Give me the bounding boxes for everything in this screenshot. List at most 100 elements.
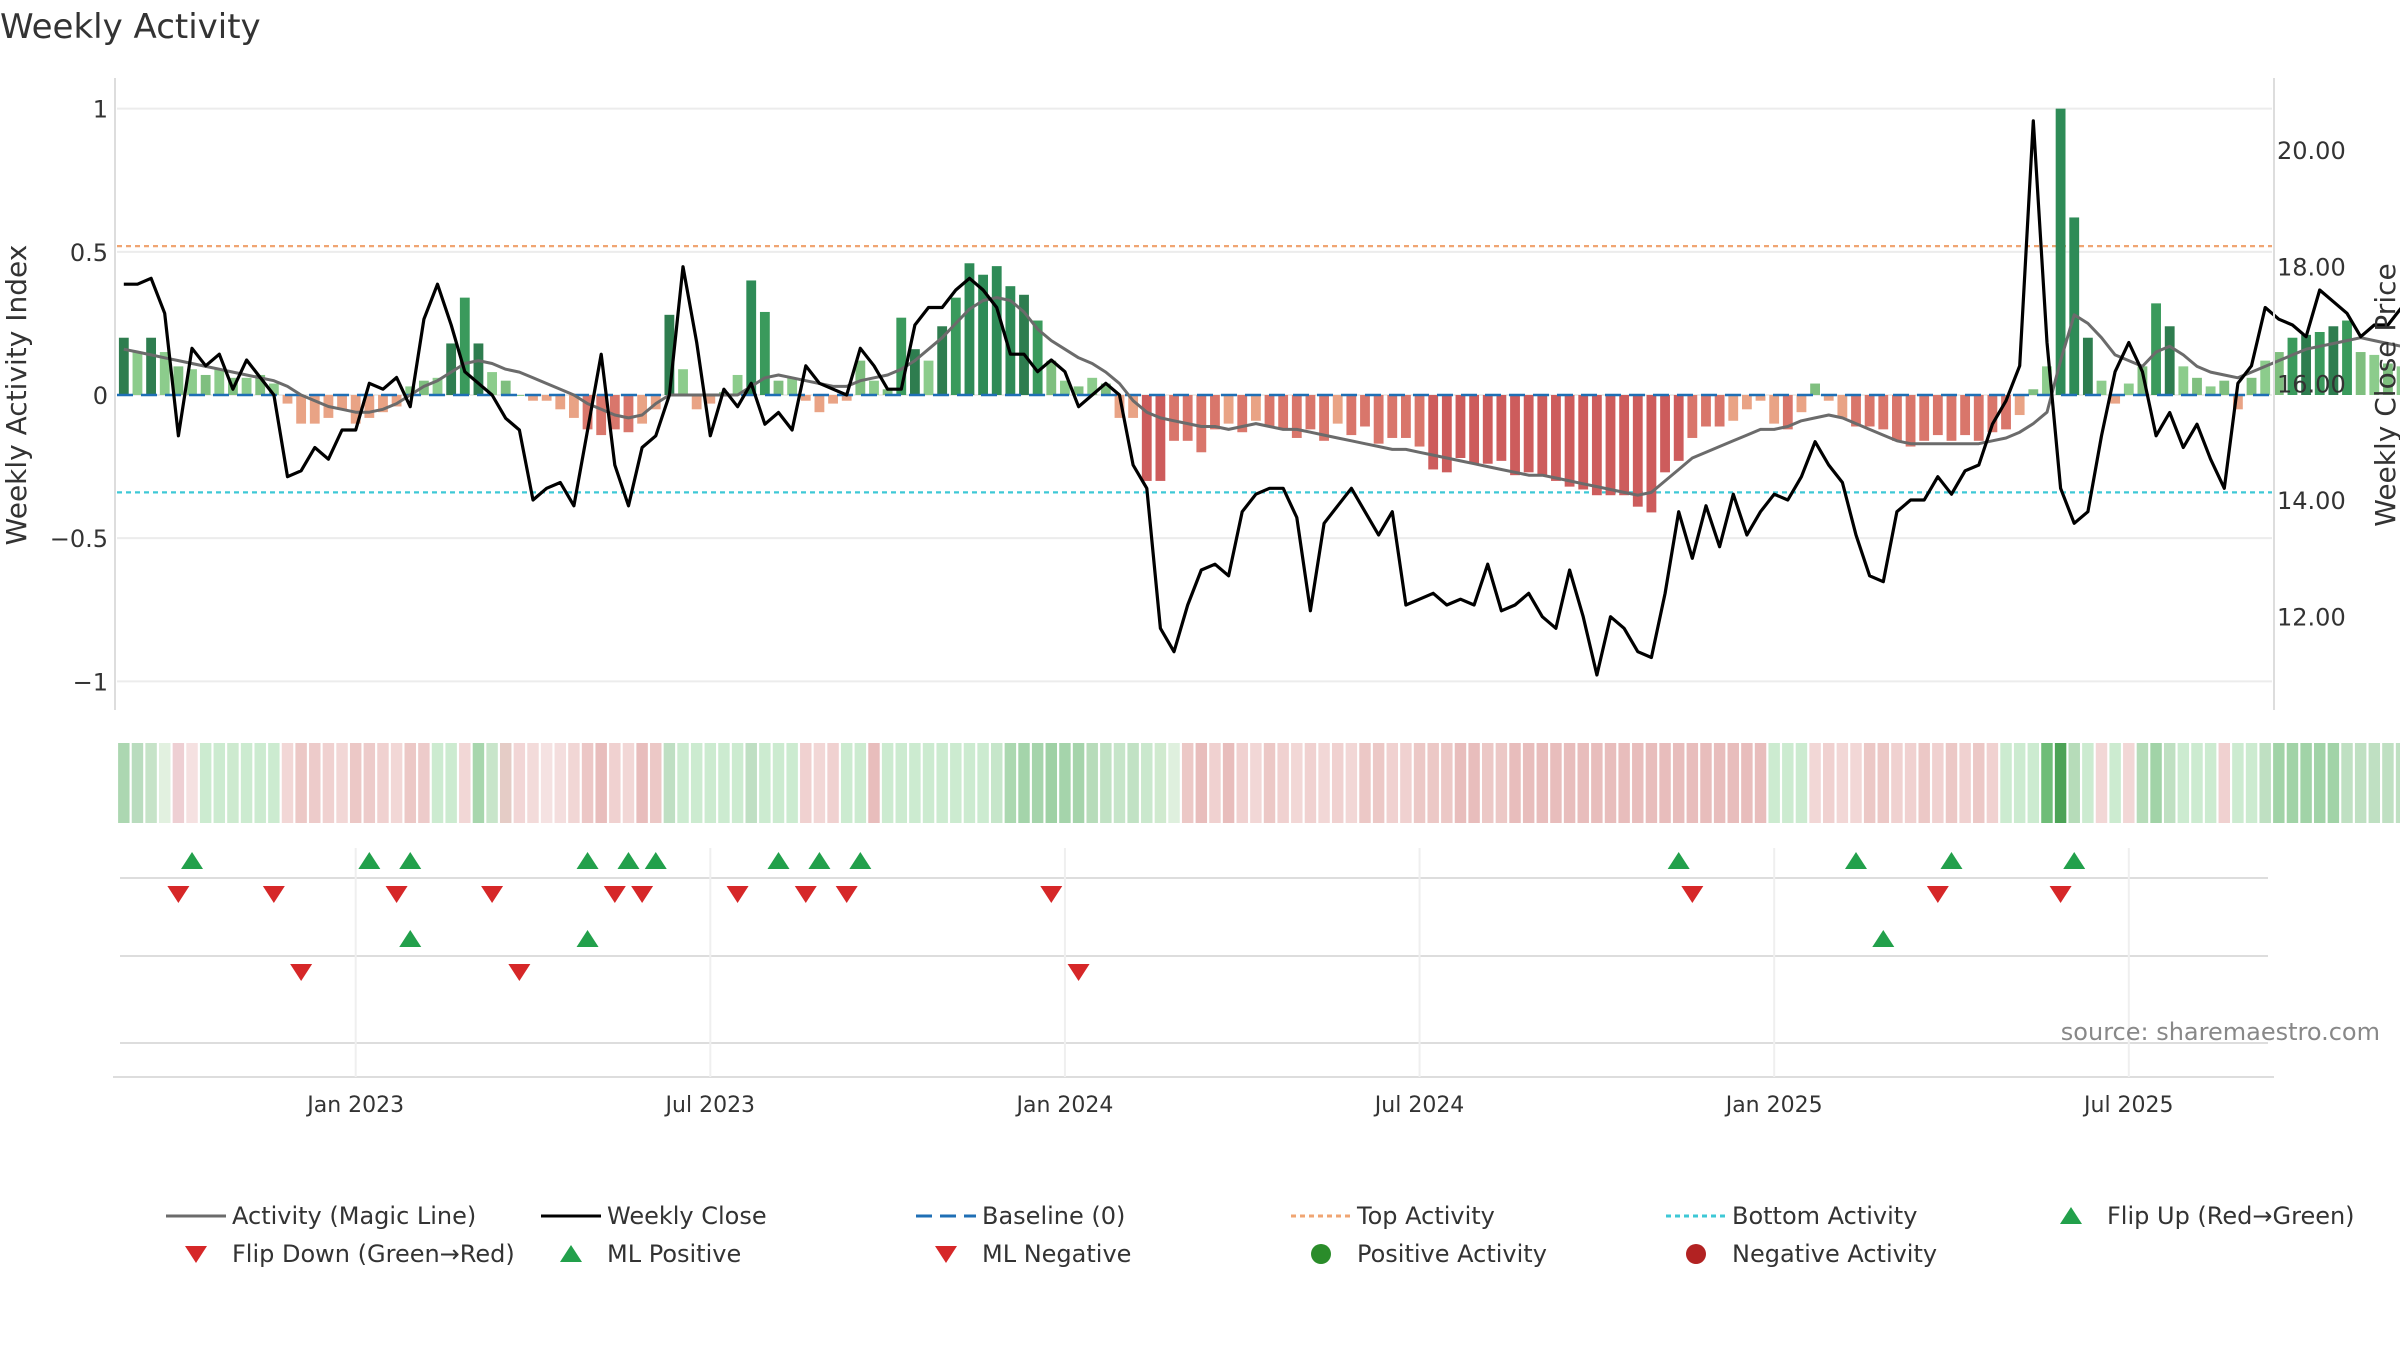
strip-cell [1945, 743, 1958, 823]
strip-cell [1331, 743, 1344, 823]
activity-bar [705, 395, 716, 404]
strip-cell [2177, 743, 2190, 823]
flip-down-marker [726, 886, 749, 903]
activity-bar [1619, 395, 1630, 496]
activity-bar [255, 374, 266, 395]
flip-up-marker [399, 852, 422, 869]
legend-label: Weekly Close [607, 1202, 767, 1230]
activity-bar [1400, 395, 1411, 438]
activity-bar [364, 395, 375, 418]
activity-bar [909, 349, 920, 395]
ml-negative-marker [1067, 964, 1090, 981]
weekly-close-line [123, 119, 2400, 677]
activity-bar [1373, 395, 1384, 444]
activity-bar [1087, 377, 1098, 395]
activity-bar [2355, 352, 2366, 395]
x-axis: Jan 2023 Jul 2023 Jan 2024 Jul 2024 Jan 2025… [113, 848, 2274, 1118]
strip-cell [745, 743, 757, 823]
strip-cell [581, 743, 594, 823]
flip-down-marker [262, 886, 285, 903]
strip-cell [1250, 743, 1262, 823]
legend-item: Weekly Close [535, 1198, 767, 1234]
activity-bar [773, 380, 784, 395]
left-tick-label: 0.5 [70, 239, 108, 267]
strip-cell [1672, 743, 1685, 823]
activity-bar [2151, 303, 2161, 395]
strip-cell [786, 743, 798, 823]
legend-label: Activity (Magic Line) [232, 1202, 477, 1230]
activity-bar [2178, 366, 2189, 395]
strip-cell [159, 743, 171, 823]
activity-bar [1946, 395, 1957, 441]
activity-bar [2232, 395, 2243, 410]
right-tick-label: 18.00 [2277, 254, 2346, 282]
activity-bar [2001, 395, 2011, 430]
strip-cell [1441, 743, 1453, 823]
activity-bar [991, 266, 1002, 395]
strip-cell [1031, 743, 1044, 823]
strip-cell [2095, 743, 2108, 823]
strip-cell [1263, 743, 1276, 823]
strip-cell [1072, 743, 1085, 823]
activity-bar [1523, 395, 1534, 473]
legend-label: Negative Activity [1732, 1240, 1938, 1268]
strip-cell [936, 743, 948, 823]
activity-bar [841, 395, 852, 401]
strip-cell [2382, 743, 2394, 823]
strip-cell [322, 743, 335, 823]
strip-cell [295, 743, 307, 823]
strip-cell [240, 743, 253, 823]
activity-bar [1878, 395, 1889, 430]
activity-bar [2082, 337, 2093, 395]
strip-cell [1482, 743, 1494, 823]
activity-bar [1578, 395, 1589, 490]
legend-item: Flip Down (Green→Red) [160, 1236, 515, 1272]
flip-down-marker [1040, 886, 1063, 903]
left-axis: 1 0.5 0 −0.5 −1 [50, 78, 116, 710]
activity-bar [1769, 395, 1780, 424]
strip-cell [2136, 743, 2149, 823]
strip-cell [759, 743, 771, 823]
activity-bar [828, 395, 838, 404]
activity-bar [2287, 337, 2298, 395]
activity-bar [1960, 395, 1971, 436]
activity-bar [337, 395, 347, 410]
x-tick-label: Jul 2023 [664, 1093, 756, 1118]
activity-bar [2069, 217, 2080, 395]
activity-bar [1823, 395, 1834, 401]
activity-bar [1005, 286, 1016, 395]
strip-cell [595, 743, 607, 823]
activity-bar [132, 352, 143, 395]
legend: Activity (Magic Line) Weekly Close Baselin… [160, 1198, 2400, 1282]
activity-bar [1564, 395, 1575, 487]
strip-cell [1754, 743, 1767, 823]
activity-bar [350, 395, 361, 424]
activity-bar [296, 395, 307, 424]
flip-up-marker [808, 852, 831, 869]
activity-bar [391, 395, 402, 407]
strip-cell [1222, 743, 1235, 823]
flip-down-marker [835, 886, 858, 903]
strip-cell [1318, 743, 1330, 823]
flip-up-marker [576, 852, 599, 869]
strip-cell [827, 743, 839, 823]
activity-bar [582, 395, 593, 430]
strip-cell [445, 743, 457, 823]
strip-cell [1850, 743, 1862, 823]
activity-bar [896, 317, 907, 395]
activity-bar [187, 369, 197, 395]
flip-down-marker [1926, 886, 1949, 903]
activity-bar [1155, 395, 1166, 481]
strip-cell [309, 743, 321, 823]
activity-bar [1687, 395, 1698, 438]
strip-cell [1372, 743, 1385, 823]
activity-bar [623, 395, 634, 433]
strip-cell [1468, 743, 1480, 823]
x-tick-label: Jan 2024 [1014, 1093, 1113, 1118]
strip-cell [1359, 743, 1371, 823]
activity-bar [487, 372, 497, 395]
chart-title: Weekly Activity [0, 7, 261, 47]
activity-bar [746, 280, 757, 395]
strip-cell [131, 743, 144, 823]
legend-item: ML Negative [910, 1236, 1131, 1272]
